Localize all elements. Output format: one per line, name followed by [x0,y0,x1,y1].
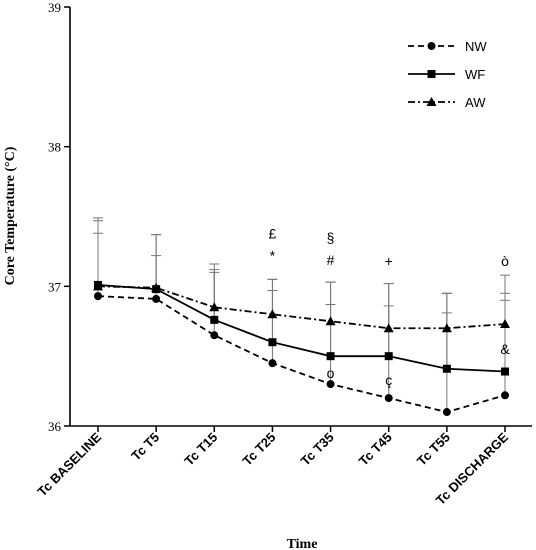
significance-marker: o [327,365,335,381]
data-point-aw [267,309,278,319]
x-tick-label: Tc BASELINE [34,429,104,499]
data-point-wf [268,338,277,347]
data-point-nw [326,380,335,389]
legend-marker-aw [426,97,437,106]
x-tick-label: Tc T25 [240,430,279,469]
y-tick-label: 38 [48,140,61,155]
significance-marker: + [385,253,393,269]
chart-axes: 36 37 38 39 Tc BASELINE Tc T5 Tc T15 Tc T25 Tc T… [34,0,532,508]
data-point-wf [501,367,509,376]
x-tick-label: Tc T35 [298,430,337,469]
legend-label-wf: WF [465,67,485,82]
significance-marker: * [270,248,276,264]
significance-marker: § [327,229,335,245]
data-point-aw [500,319,510,329]
x-tick-label: Tc T5 [128,430,162,464]
data-point-wf [442,364,451,373]
data-point-nw [442,408,451,417]
data-point-aw [151,282,162,292]
series-line-nw [97,295,506,413]
legend-label-nw: NW [465,39,487,54]
data-point-aw [209,302,220,312]
annotations: £ * § # + ò o ç & [269,225,511,388]
data-point-aw [383,323,394,333]
y-tick-label: 36 [48,419,62,434]
significance-marker: # [327,252,335,268]
error-bars [93,217,510,413]
data-point-wf [326,352,335,361]
series-lines [97,284,506,413]
series-line-wf [97,284,506,373]
y-tick-label: 37 [48,279,62,294]
data-point-wf [384,352,393,361]
legend: NW WF AW [408,39,487,110]
data-point-nw [268,359,277,368]
y-tick-label: 39 [48,0,61,15]
data-point-nw [384,394,393,403]
data-point-aw [325,316,336,326]
data-point-wf [210,315,219,324]
data-point-nw [210,331,219,340]
data-point-nw [501,391,509,400]
data-point-aw [93,281,103,291]
data-point-nw [94,292,102,301]
series-markers [93,280,510,417]
legend-label-aw: AW [465,95,486,110]
x-tick-label: Tc T15 [181,430,220,469]
significance-marker: ò [501,253,509,269]
data-point-aw [441,323,452,333]
x-tick-label: Tc T45 [356,430,395,469]
legend-marker-nw [427,42,436,50]
x-axis-title: Time [287,537,318,550]
significance-marker: £ [269,225,277,241]
legend-marker-wf [427,70,436,78]
y-axis-title: Core Temperature (°C) [3,146,18,285]
x-tick-label: Tc T55 [414,430,453,469]
significance-marker: & [500,341,510,357]
data-point-nw [152,294,161,303]
significance-marker: ç [385,372,392,388]
